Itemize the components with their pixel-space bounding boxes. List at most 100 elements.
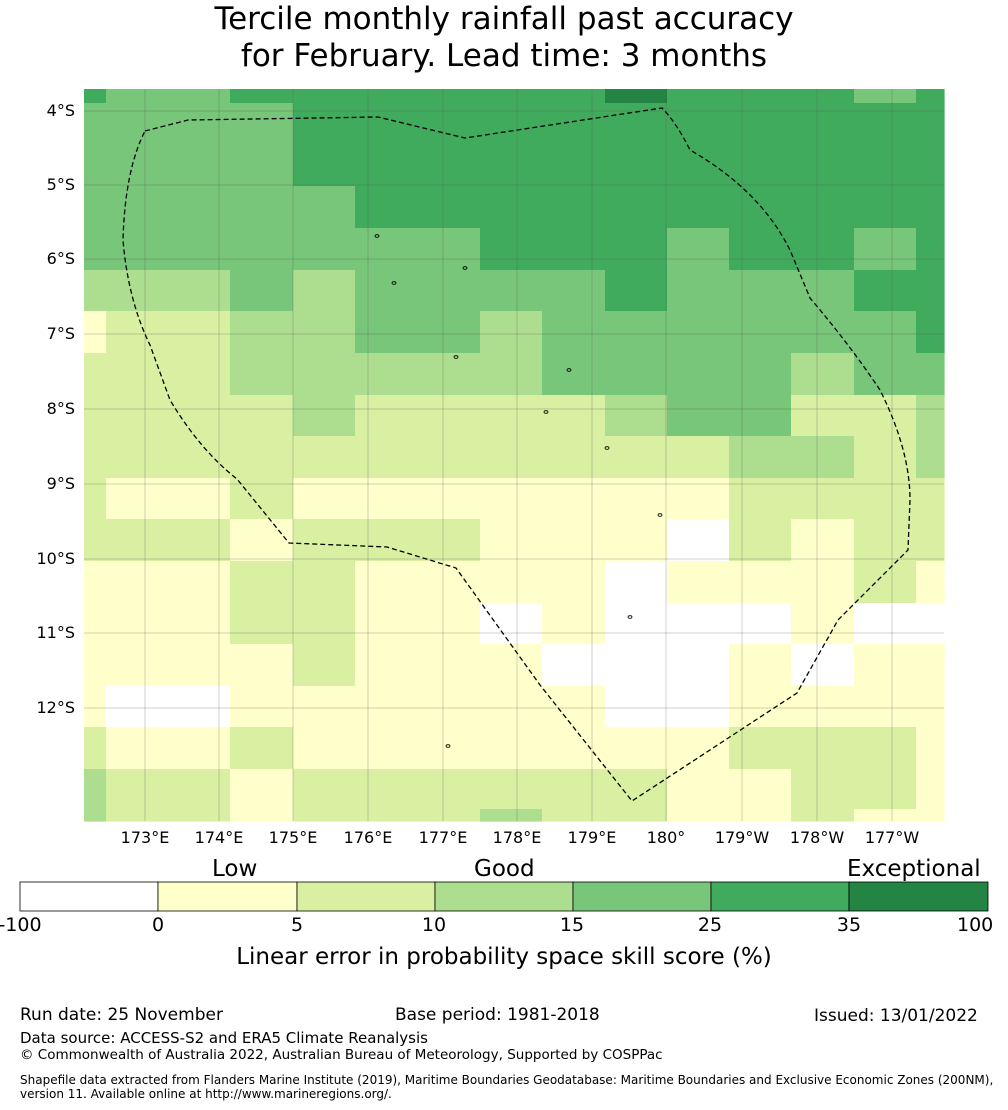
raster-cell <box>418 228 481 271</box>
raster-cell <box>729 478 792 520</box>
raster-cell <box>729 353 792 396</box>
colorbar-tick: 15 <box>559 914 585 936</box>
raster-cell <box>106 186 169 229</box>
longitude-label: 178°W <box>789 828 845 847</box>
colorbar-swatch <box>19 881 159 912</box>
raster-cell <box>854 686 917 728</box>
raster-cell <box>418 270 481 312</box>
colorbar-tick: 5 <box>290 914 304 936</box>
raster-cell <box>293 145 356 187</box>
raster-cell <box>480 809 543 822</box>
raster-cell <box>480 186 543 229</box>
raster-cell <box>542 686 606 728</box>
raster-cell <box>230 270 294 312</box>
raster-cell <box>854 436 917 479</box>
raster-cell <box>168 103 231 146</box>
raster-cell <box>293 809 356 822</box>
raster-cell <box>106 311 169 354</box>
raster-cell <box>230 145 294 187</box>
raster-cell <box>854 228 917 271</box>
latitude-label: 11°S <box>36 623 75 642</box>
raster-cell <box>791 561 855 604</box>
raster-cell <box>293 228 356 271</box>
raster-cell <box>542 769 606 810</box>
raster-cell <box>542 395 606 437</box>
raster-cell <box>418 186 481 229</box>
raster-cell <box>418 145 481 187</box>
raster-cell <box>729 270 792 312</box>
raster-cell <box>791 145 855 187</box>
raster-cell <box>854 89 917 104</box>
raster-cell <box>605 436 668 479</box>
raster-cell <box>168 228 231 271</box>
raster-cell <box>542 436 606 479</box>
island <box>657 513 663 517</box>
raster-cell <box>791 436 855 479</box>
raster-cell <box>106 395 169 437</box>
raster-cell <box>168 145 231 187</box>
raster-cell <box>542 603 606 645</box>
raster-cell <box>230 186 294 229</box>
raster-cell <box>605 228 668 271</box>
raster-cell <box>854 270 917 312</box>
raster-cell <box>168 89 231 104</box>
raster-cell <box>84 186 107 229</box>
raster-cell <box>791 353 855 396</box>
raster-cell <box>84 603 107 645</box>
raster-cell <box>106 103 169 146</box>
raster-cell <box>605 145 668 187</box>
raster-cell <box>355 478 419 520</box>
raster-cell <box>667 603 730 645</box>
island <box>391 281 397 285</box>
raster-cell <box>418 769 481 810</box>
latitude-label: 6°S <box>46 249 75 268</box>
raster-cell <box>168 727 231 770</box>
raster-cell <box>418 395 481 437</box>
colorbar-label-low: Low <box>212 856 258 882</box>
raster-cell <box>355 603 419 645</box>
raster-cell <box>84 395 107 437</box>
raster-cell <box>168 603 231 645</box>
raster-cell <box>791 686 855 728</box>
raster-cell <box>168 809 231 822</box>
raster-cell <box>293 436 356 479</box>
raster-cell <box>542 809 606 822</box>
raster-cell <box>667 89 730 104</box>
raster-cell <box>418 686 481 728</box>
raster-cell <box>106 561 169 604</box>
colorbar-tick: 10 <box>421 914 447 936</box>
raster-cell <box>916 436 945 479</box>
raster-cell <box>791 103 855 146</box>
raster-cell <box>542 519 606 562</box>
raster-cell <box>542 89 606 104</box>
raster-cell <box>355 769 419 810</box>
raster-cell <box>293 686 356 728</box>
raster-cell <box>168 561 231 604</box>
raster-cell <box>791 478 855 520</box>
raster-cell <box>293 103 356 146</box>
longitude-label: 177°W <box>864 828 920 847</box>
raster-cell <box>667 186 730 229</box>
raster-cell <box>854 145 917 187</box>
raster-cell <box>418 603 481 645</box>
raster-cell <box>293 727 356 770</box>
raster-cell <box>293 353 356 396</box>
raster-cell <box>480 89 543 104</box>
raster-cell <box>355 561 419 604</box>
raster-cell <box>480 103 543 146</box>
raster-cell <box>84 145 107 187</box>
colorbar-label-good: Good <box>474 856 535 882</box>
island <box>462 266 468 270</box>
raster-cell <box>729 311 792 354</box>
raster-cell <box>791 769 855 810</box>
colorbar-swatch <box>296 881 436 912</box>
island <box>604 446 610 450</box>
raster-cell <box>729 727 792 770</box>
raster-cell <box>355 686 419 728</box>
raster-cell <box>480 478 543 520</box>
raster-cell <box>106 145 169 187</box>
raster-cell <box>418 89 481 104</box>
raster-cell <box>230 686 294 728</box>
raster-cell <box>355 436 419 479</box>
raster-cell <box>605 603 668 645</box>
